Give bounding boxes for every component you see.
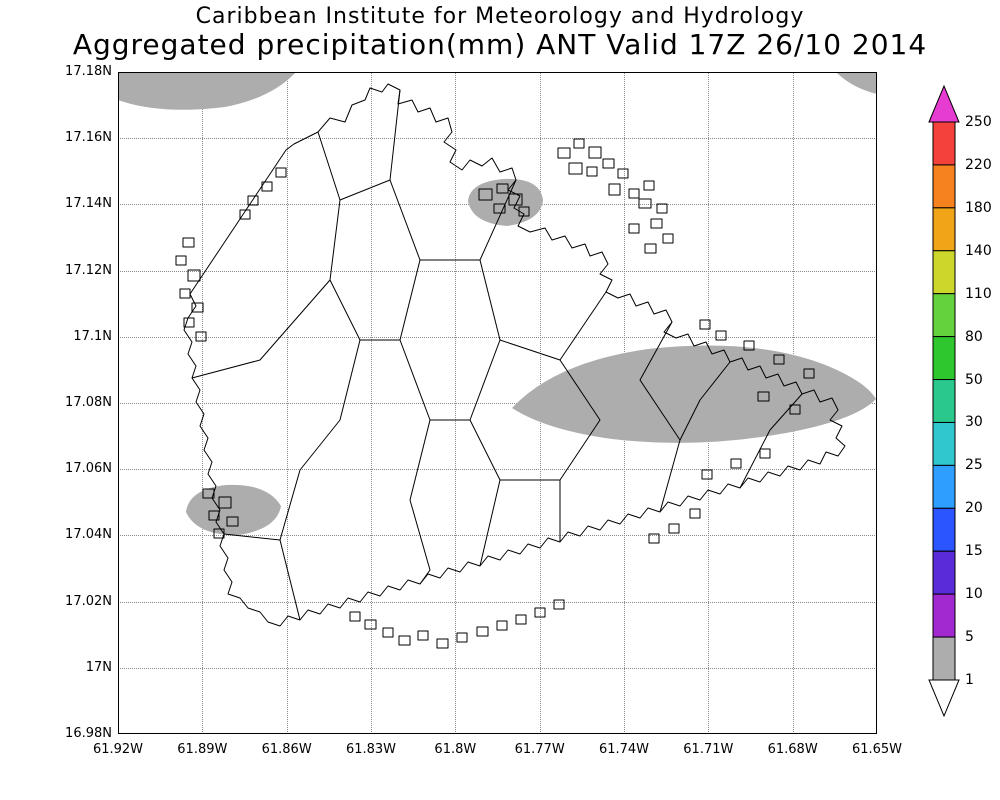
colorbar-label: 250: [965, 114, 992, 130]
colorbar-segment: [932, 164, 956, 209]
watershed-boundaries: [191, 89, 803, 621]
colorbar-segment: [932, 207, 956, 252]
gridline-vertical: [708, 72, 710, 734]
x-axis-tick-label: 61.86W: [261, 742, 312, 757]
precipitation-shade-regions: [118, 72, 877, 536]
gridline-horizontal: [118, 403, 877, 404]
shade-region-north-central: [468, 178, 543, 226]
colorbar-label: 180: [965, 199, 992, 216]
plot-title: Aggregated precipitation(mm) ANT Valid 1…: [72, 28, 928, 61]
y-axis-tick-label: 17N: [85, 659, 112, 675]
institute-title: Caribbean Institute for Meteorology and …: [195, 4, 805, 29]
x-axis-tick-label: 61.83W: [345, 742, 397, 757]
colorbar-arrow-bottom: [928, 679, 960, 718]
gridline-vertical: [202, 72, 204, 734]
y-axis-tick-label: 17.04N: [65, 527, 112, 543]
colorbar-label: 25: [965, 457, 983, 474]
x-axis-tick-label: 61.71W: [683, 742, 734, 757]
y-axis-tick-label: 17.18N: [65, 64, 112, 79]
colorbar-label: 15: [965, 543, 983, 560]
colorbar-label: 1: [965, 672, 974, 688]
y-axis-tick-label: 17.14N: [65, 196, 112, 212]
island-outlines: [175, 83, 846, 649]
colorbar-segment: [932, 507, 956, 552]
shade-region-northeast-corner: [836, 72, 877, 94]
gridline-vertical: [539, 72, 541, 734]
colorbar-segment: [932, 464, 956, 509]
y-axis-tick-label: 17.16N: [65, 130, 112, 146]
x-axis-tick-label: 61.74W: [598, 742, 650, 757]
colorbar-segment: [932, 421, 956, 466]
colorbar-label: 110: [965, 285, 992, 302]
x-axis-tick-label: 61.89W: [177, 742, 228, 757]
gridline-horizontal: [118, 535, 877, 537]
colorbar-segment: [932, 593, 956, 638]
shade-region-east: [512, 345, 876, 443]
gridline-horizontal: [118, 138, 877, 140]
shade-region-west: [186, 484, 281, 536]
gridline-vertical: [792, 72, 794, 734]
gridline-horizontal: [118, 601, 877, 603]
colorbar-label: 10: [965, 586, 983, 603]
colorbar-segment: [932, 121, 956, 166]
x-axis-tick-label: 61.65W: [851, 742, 903, 757]
island-coastline: [183, 83, 846, 627]
y-axis-tick-label: 17.08N: [65, 395, 112, 410]
colorbar-label: 5: [965, 629, 974, 646]
colorbar-arrow-top: [928, 84, 960, 123]
colorbar-label: 140: [965, 242, 992, 259]
y-axis-tick-label: 17.06N: [65, 461, 112, 477]
colorbar-segment: [932, 550, 956, 595]
gridline-horizontal: [118, 336, 877, 338]
y-axis-tick-label: 17.02N: [65, 593, 112, 609]
gridline-vertical: [455, 72, 457, 734]
colorbar-segment: [932, 379, 956, 423]
gridline-horizontal: [118, 667, 877, 669]
x-axis-tick-label: 61.68W: [767, 742, 818, 757]
colorbar-label: 20: [965, 500, 983, 517]
colorbar-segment: [932, 336, 956, 381]
gridline-horizontal: [118, 270, 877, 272]
offshore-islets: [175, 138, 815, 649]
gridline-vertical: [286, 72, 288, 734]
colorbar-label: 30: [965, 414, 983, 431]
gridline-horizontal: [118, 204, 877, 206]
x-axis-tick-label: 61.92W: [92, 742, 144, 757]
x-axis-tick-label: 61.8W: [434, 742, 477, 757]
colorbar-label: 80: [965, 328, 983, 345]
colorbar-segment: [932, 293, 956, 338]
y-axis-tick-label: 17.12N: [65, 262, 112, 278]
colorbar-label: 220: [965, 156, 992, 173]
colorbar-label: 50: [965, 371, 983, 388]
gridline-vertical: [371, 72, 372, 734]
shade-region-northwest-corner: [118, 72, 296, 110]
gridline-horizontal: [118, 469, 877, 471]
x-axis-tick-label: 61.77W: [514, 742, 565, 757]
y-axis-tick-label: 17.1N: [73, 328, 112, 344]
y-axis-tick-label: 16.98N: [65, 726, 112, 741]
colorbar-segment: [932, 636, 956, 681]
gridline-vertical: [624, 72, 625, 734]
colorbar-segment: [932, 250, 956, 295]
